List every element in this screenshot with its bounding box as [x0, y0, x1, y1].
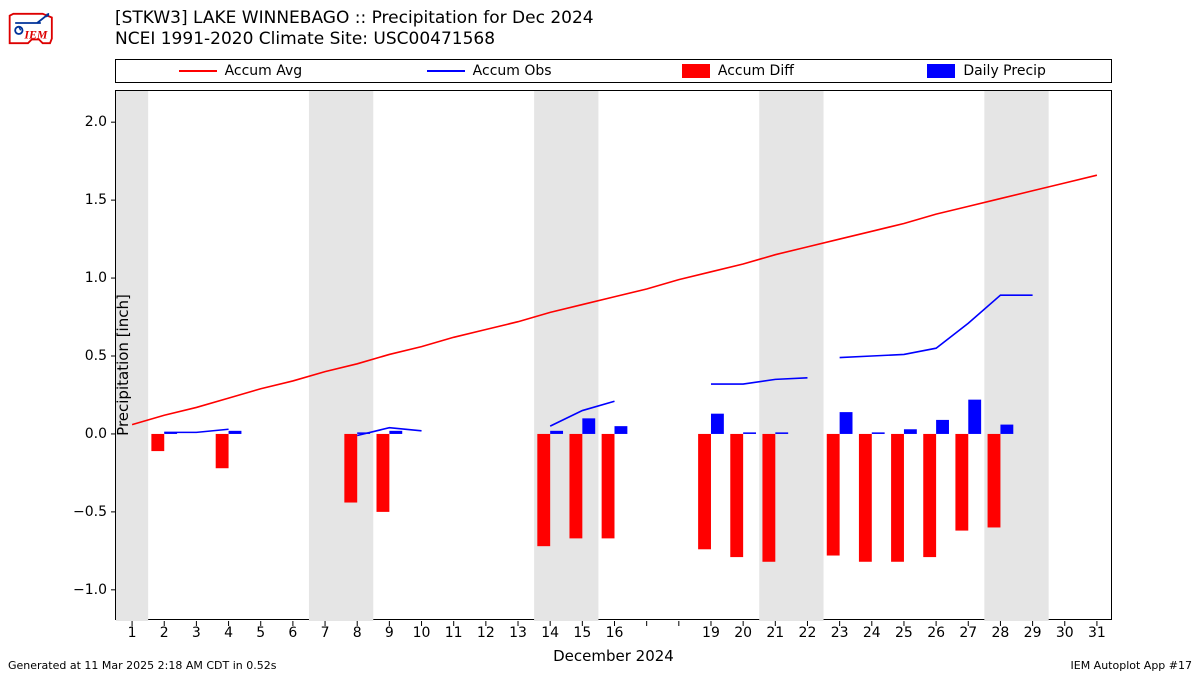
x-tick-label: 4	[224, 625, 233, 641]
x-tick-label: 13	[509, 625, 527, 641]
x-tick-label: 2	[160, 625, 169, 641]
y-tick-label: −1.0	[73, 582, 107, 598]
x-tick-label: 20	[734, 625, 752, 641]
legend-label: Accum Obs	[473, 63, 552, 79]
legend-item-accum-avg: Accum Avg	[116, 63, 365, 79]
x-tick-label: 14	[541, 625, 559, 641]
y-tick-label: 2.0	[85, 114, 107, 130]
legend-swatch-box	[682, 64, 710, 78]
legend: Accum Avg Accum Obs Accum Diff Daily Pre…	[115, 59, 1112, 83]
x-tick-label: 6	[288, 625, 297, 641]
x-tick-label: 25	[895, 625, 913, 641]
x-tick-label: 12	[477, 625, 495, 641]
legend-label: Daily Precip	[963, 63, 1046, 79]
x-tick-label: 7	[321, 625, 330, 641]
x-tick-label: 27	[959, 625, 977, 641]
x-tick-label: 3	[192, 625, 201, 641]
title-line-2: NCEI 1991-2020 Climate Site: USC00471568	[115, 29, 594, 50]
x-tick-label: 1	[128, 625, 137, 641]
legend-swatch-line	[427, 70, 465, 72]
x-tick-label: 10	[413, 625, 431, 641]
footer-appid: IEM Autoplot App #17	[1071, 659, 1193, 672]
title-line-1: [STKW3] LAKE WINNEBAGO :: Precipitation …	[115, 8, 594, 29]
x-tick-label: 8	[353, 625, 362, 641]
x-tick-label: 16	[606, 625, 624, 641]
y-axis-label: Precipitation [inch]	[114, 294, 132, 436]
legend-item-accum-diff: Accum Diff	[614, 63, 863, 79]
x-tick-label: 28	[992, 625, 1010, 641]
x-tick-label: 21	[766, 625, 784, 641]
y-tick-label: 1.5	[85, 192, 107, 208]
svg-text:IEM: IEM	[23, 28, 48, 42]
legend-swatch-line	[179, 70, 217, 72]
legend-swatch-box	[927, 64, 955, 78]
x-tick-label: 23	[831, 625, 849, 641]
x-tick-label: 19	[702, 625, 720, 641]
x-tick-label: 11	[445, 625, 463, 641]
y-tick-label: 1.0	[85, 270, 107, 286]
x-tick-label: 30	[1056, 625, 1074, 641]
iem-logo: IEM	[6, 6, 61, 51]
x-tick-label: 29	[1024, 625, 1042, 641]
legend-item-daily-precip: Daily Precip	[862, 63, 1111, 79]
x-tick-label: 22	[799, 625, 817, 641]
y-tick-label: −0.5	[73, 504, 107, 520]
legend-label: Accum Avg	[225, 63, 303, 79]
x-tick-label: 5	[256, 625, 265, 641]
x-tick-label: 15	[573, 625, 591, 641]
x-tick-label: 9	[385, 625, 394, 641]
x-tick-label: 31	[1088, 625, 1106, 641]
x-tick-label: 26	[927, 625, 945, 641]
y-tick-label: 0.5	[85, 348, 107, 364]
legend-item-accum-obs: Accum Obs	[365, 63, 614, 79]
y-tick-label: 0.0	[85, 426, 107, 442]
legend-label: Accum Diff	[718, 63, 794, 79]
chart-title: [STKW3] LAKE WINNEBAGO :: Precipitation …	[115, 8, 594, 51]
plot-svg	[116, 91, 1111, 619]
x-tick-label: 24	[863, 625, 881, 641]
footer-generated: Generated at 11 Mar 2025 2:18 AM CDT in …	[8, 659, 276, 672]
plot-area: Precipitation [inch] December 2024 −1.0−…	[115, 90, 1112, 620]
